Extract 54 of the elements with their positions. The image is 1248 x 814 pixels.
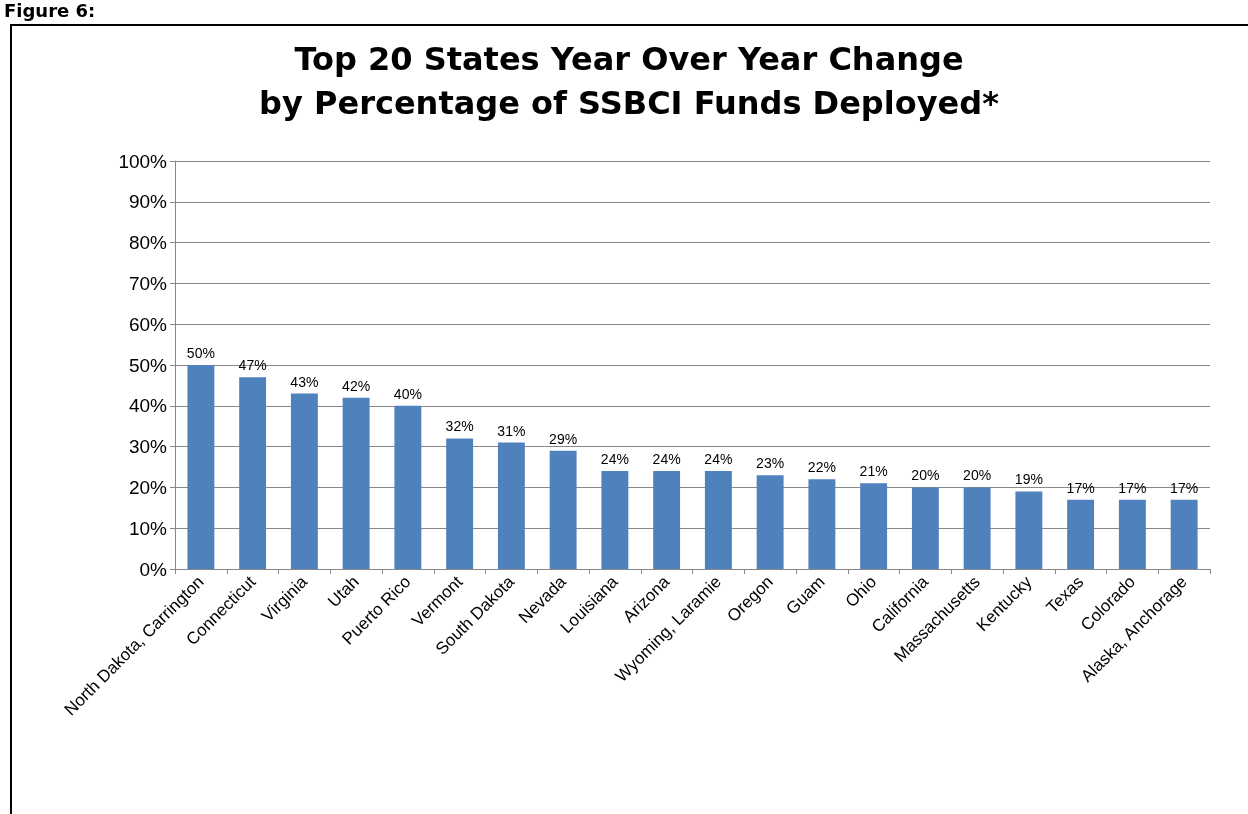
bar: [290, 393, 318, 569]
data-label: 42%: [342, 377, 371, 394]
bar: [756, 475, 784, 569]
bar: [549, 450, 577, 569]
y-tick-label: 50%: [128, 354, 168, 376]
data-label: 19%: [1014, 471, 1043, 488]
bar: [860, 483, 888, 569]
bar: [1118, 499, 1146, 569]
bar: [1170, 499, 1198, 569]
data-label: 24%: [704, 451, 733, 468]
data-label: 40%: [393, 385, 422, 402]
data-label: 47%: [238, 357, 267, 374]
y-tick-label: 0%: [139, 558, 168, 580]
bar: [704, 471, 732, 569]
bar: [497, 442, 525, 569]
data-label: 21%: [859, 463, 888, 480]
y-tick-label: 40%: [128, 395, 168, 417]
y-tick-label: 100%: [118, 150, 168, 172]
data-label: 23%: [756, 455, 785, 472]
bar: [808, 479, 836, 569]
data-label: 17%: [1066, 479, 1095, 496]
bar: [187, 365, 215, 569]
bar: [1015, 491, 1043, 569]
data-label: 32%: [445, 418, 474, 435]
y-tick-label: 30%: [128, 436, 168, 458]
bar: [1067, 499, 1095, 569]
bar: [601, 471, 629, 569]
data-label: 17%: [1118, 479, 1147, 496]
y-tick-label: 80%: [128, 232, 168, 254]
bar: [239, 377, 267, 569]
y-tick-label: 20%: [128, 476, 168, 498]
y-tick-label: 70%: [128, 272, 168, 294]
data-label: 50%: [186, 345, 215, 361]
data-label: 31%: [497, 422, 526, 439]
y-tick-label: 60%: [128, 313, 168, 335]
data-label: 17%: [1170, 479, 1199, 496]
y-tick-label: 90%: [128, 191, 168, 213]
bar: [446, 438, 474, 569]
bar: [911, 487, 939, 569]
y-tick-label: 10%: [128, 517, 168, 539]
data-label: 22%: [807, 459, 836, 476]
data-label: 29%: [549, 430, 578, 447]
caption: Figure 6:: [4, 0, 96, 21]
data-label: 43%: [290, 373, 319, 390]
data-label: 24%: [652, 451, 681, 468]
x-tick-label: Utah: [324, 572, 363, 612]
data-label: 20%: [911, 467, 940, 484]
bar: [394, 405, 422, 569]
bar: [963, 487, 991, 569]
data-label: 20%: [963, 467, 992, 484]
data-label: 24%: [600, 451, 629, 468]
bar: [653, 471, 681, 569]
bar: [342, 397, 370, 569]
chart-title: Top 20 States Year Over Year Change by Percentage of SSBCI Funds Deployed*: [259, 40, 1000, 122]
